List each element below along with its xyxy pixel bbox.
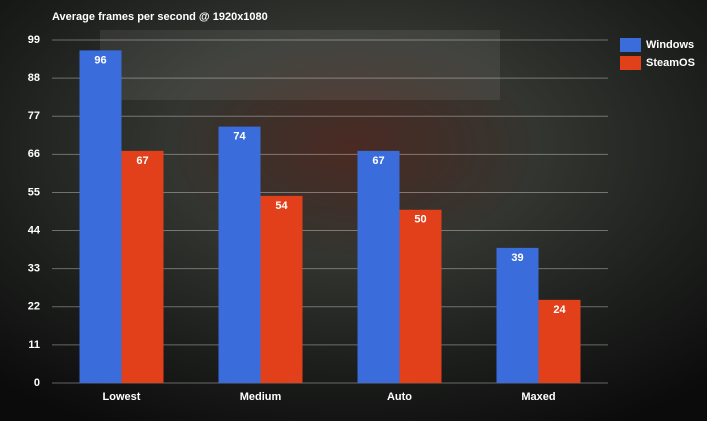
y-tick-label: 0 [34,377,40,389]
bar [538,299,581,383]
data-label: 96 [94,54,106,66]
data-label: 54 [275,200,288,212]
bar [496,247,539,383]
bar [357,150,400,383]
x-tick-label: Auto [387,391,412,403]
x-tick-label: Maxed [521,391,555,403]
y-tick-label: 55 [28,186,40,198]
y-tick-label: 33 [28,263,40,275]
x-tick-label: Medium [240,391,282,403]
data-label: 74 [233,131,246,143]
bar [79,50,122,383]
y-tick-label: 77 [28,110,40,122]
data-label: 39 [511,252,523,264]
y-tick-label: 11 [28,339,40,351]
legend-label: SteamOS [646,57,695,69]
background-blur [100,30,500,100]
data-label: 50 [414,214,426,226]
y-tick-label: 66 [28,148,40,160]
y-tick-label: 22 [28,301,40,313]
bar [260,195,303,383]
bar [218,126,261,384]
x-tick-label: Lowest [103,391,141,403]
legend-label: Windows [646,39,694,51]
bar [121,150,164,383]
data-label: 67 [372,155,384,167]
y-tick-label: 88 [28,72,40,84]
legend-swatch [620,38,641,52]
data-label: 67 [136,155,148,167]
data-label: 24 [553,304,566,316]
bar [399,209,442,383]
y-tick-label: 44 [28,224,41,236]
legend-swatch [620,56,641,70]
chart-title: Average frames per second @ 1920x1080 [52,11,268,23]
y-tick-label: 99 [28,34,40,46]
